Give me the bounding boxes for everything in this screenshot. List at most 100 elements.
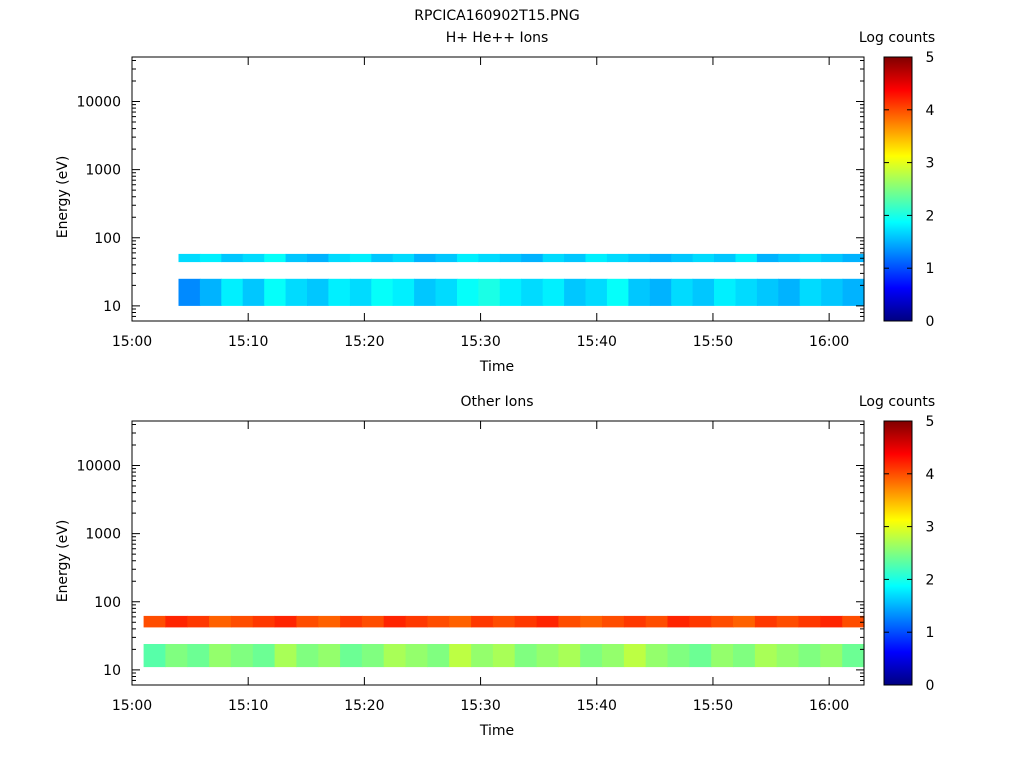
- heatmap-cell: [449, 644, 472, 668]
- heatmap-cell: [274, 644, 297, 668]
- heatmap-cell: [457, 278, 479, 306]
- colorbar-tick-label: 1: [926, 625, 935, 641]
- heatmap-cell: [564, 253, 587, 263]
- x-tick-label: 15:30: [460, 698, 500, 714]
- colorbar-label: Log counts: [859, 394, 935, 410]
- x-tick-label: 15:10: [228, 334, 268, 350]
- heatmap-cell: [521, 253, 544, 263]
- heatmap-cell: [427, 644, 450, 668]
- heatmap-cell: [714, 278, 736, 306]
- heatmap-cell: [230, 644, 254, 668]
- heatmap-cell: [392, 278, 415, 306]
- heatmap-cell: [585, 278, 608, 306]
- heatmap-cell: [756, 253, 779, 263]
- heatmap-cell: [405, 615, 428, 628]
- colorbar-tick-label: 4: [926, 467, 935, 483]
- colorbar: 0 1 2 3 4 5: [883, 50, 935, 330]
- heatmap-cell: [165, 615, 188, 628]
- heatmap-cell: [199, 278, 222, 306]
- axis-ticks: 15:00 15:10 15:20 15:30 15:40 15:50 16:00 10 100…: [76, 57, 864, 350]
- panel-title: H+ He++ Ions: [446, 30, 549, 46]
- panel-title: Other Ions: [460, 394, 533, 410]
- heatmap-cell: [328, 278, 351, 306]
- heatmap-cell: [414, 278, 437, 306]
- heatmap-cell: [252, 644, 276, 668]
- heatmap-cell: [285, 253, 308, 263]
- heatmap-cell: [514, 644, 538, 668]
- heatmap-cell: [361, 644, 385, 668]
- heatmap-cell: [542, 278, 565, 306]
- heatmap-cell: [842, 644, 865, 668]
- heatmap-cell: [602, 615, 625, 628]
- heatmap-cell: [778, 278, 801, 306]
- y-tick-label: 10: [103, 663, 121, 679]
- heatmap-cell: [711, 644, 734, 668]
- y-axis-label: Energy (eV): [55, 520, 71, 603]
- heatmap-cell: [756, 278, 779, 306]
- heatmap-cell: [435, 278, 458, 306]
- heatmap-cell: [371, 253, 394, 263]
- heatmap-cell: [733, 644, 756, 668]
- heatmap-cell: [178, 278, 201, 306]
- y-tick-label: 1000: [85, 527, 121, 543]
- heatmap-cell: [307, 278, 329, 306]
- heatmap-cell: [667, 615, 690, 628]
- heatmap-cell: [471, 644, 494, 668]
- axis-ticks: 15:00 15:10 15:20 15:30 15:40 15:50 16:00 10 100…: [76, 421, 864, 714]
- x-tick-label: 16:00: [809, 698, 849, 714]
- heatmap-cell: [478, 253, 501, 263]
- x-tick-label: 15:50: [693, 698, 733, 714]
- heatmap-cell: [714, 253, 736, 263]
- heatmap-cells: [143, 615, 865, 668]
- heatmap-cell: [383, 644, 407, 668]
- x-tick-label: 15:50: [693, 334, 733, 350]
- heatmap-cell: [361, 615, 385, 628]
- colorbar-tick-label: 1: [926, 261, 935, 277]
- y-tick-label: 10000: [76, 95, 121, 111]
- colorbar-tick-label: 4: [926, 103, 935, 119]
- heatmap-cell: [221, 253, 244, 263]
- heatmap-cell: [778, 253, 801, 263]
- colorbar-tick-label: 0: [926, 314, 935, 330]
- heatmap-cell: [264, 253, 287, 263]
- heatmap-cell: [349, 278, 372, 306]
- heatmap-cell: [564, 278, 587, 306]
- heatmap-cell: [580, 615, 603, 628]
- heatmap-cell: [457, 253, 479, 263]
- heatmap-cell: [842, 253, 865, 263]
- x-tick-label: 15:30: [460, 334, 500, 350]
- heatmap-cell: [606, 253, 629, 263]
- heatmap-cell: [776, 644, 800, 668]
- colorbar-tick-label: 5: [926, 414, 935, 430]
- heatmap-cell: [187, 644, 210, 668]
- heatmap-cell: [649, 253, 672, 263]
- y-tick-label: 10: [103, 299, 121, 315]
- y-tick-label: 100: [94, 231, 121, 247]
- heatmap-cell: [209, 615, 232, 628]
- x-tick-label: 15:20: [344, 334, 384, 350]
- heatmap-cell: [645, 644, 669, 668]
- heatmap-cell: [649, 278, 672, 306]
- heatmap-cell: [558, 644, 581, 668]
- heatmap-cell: [318, 644, 341, 668]
- heatmap-cell: [199, 253, 222, 263]
- heatmap-cell: [274, 615, 297, 628]
- heatmap-cell: [623, 644, 647, 668]
- heatmap-cell: [209, 644, 232, 668]
- x-tick-label: 15:00: [112, 698, 152, 714]
- plot-frame: [131, 420, 865, 686]
- heatmap-cell: [296, 644, 319, 668]
- heatmap-cell: [689, 644, 712, 668]
- colorbar-tick-label: 0: [926, 678, 935, 694]
- heatmap-cell: [558, 615, 581, 628]
- heatmap-cell: [371, 278, 394, 306]
- heatmap-cell: [499, 278, 522, 306]
- heatmap-cell: [689, 615, 712, 628]
- colorbar-tick-label: 2: [926, 572, 935, 588]
- y-axis-label: Energy (eV): [55, 156, 71, 239]
- heatmap-cell: [536, 615, 559, 628]
- heatmap-cell: [492, 615, 516, 628]
- y-tick-label: 100: [94, 595, 121, 611]
- heatmap-cell: [821, 278, 844, 306]
